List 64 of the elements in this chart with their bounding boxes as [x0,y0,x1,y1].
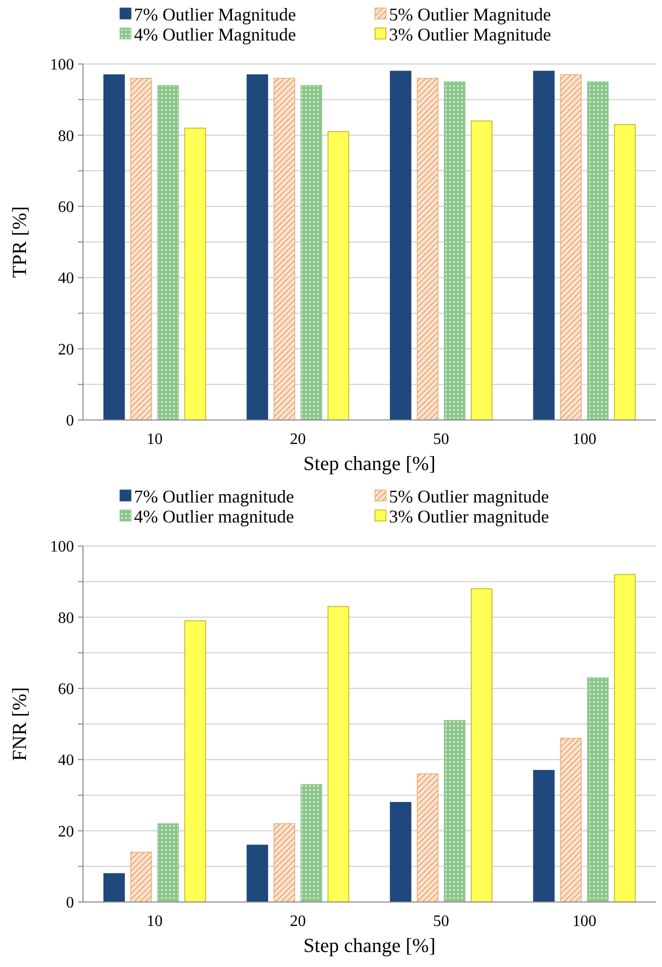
bar [130,852,152,902]
bar [274,823,296,902]
legend-label: 3% Outlier Magnitude [389,24,551,44]
bar [390,70,412,420]
legend-label: 4% Outlier Magnitude [134,24,296,44]
bar [328,606,350,902]
bar [103,873,125,902]
y-tick-label: 80 [58,128,74,145]
bar [416,78,438,420]
bar [533,70,555,420]
bar [614,124,636,420]
x-tick-label: 50 [433,913,450,930]
bar [390,802,412,902]
legend-label: 4% Outlier magnitude [134,506,294,526]
y-tick-label: 0 [66,894,74,912]
y-axis-title: FNR [%] [9,687,31,761]
legend-label: 5% Outlier Magnitude [389,4,551,24]
y-tick-label: 40 [58,752,74,770]
x-tick-label: 10 [146,431,163,448]
x-tick-label: 10 [146,913,163,930]
bar [416,773,438,902]
y-tick-label: 0 [66,412,74,430]
bar [533,770,555,902]
y-tick-label: 60 [58,199,74,216]
x-tick-label: 20 [290,431,306,448]
x-tick-label: 100 [572,431,596,448]
bar [130,78,152,420]
bar [470,588,492,902]
bar [184,128,206,420]
bar [103,74,125,420]
bar [157,823,179,902]
y-tick-label: 20 [58,823,74,840]
bar [184,620,206,902]
legend-label: 7% Outlier Magnitude [134,4,296,24]
y-tick-label: 100 [50,538,74,556]
legend-label: 3% Outlier magnitude [389,506,549,526]
bar [444,720,466,902]
y-tick-label: 40 [58,270,74,288]
bar [246,844,268,902]
bar [246,74,268,420]
bar [587,677,609,902]
bar [470,120,492,420]
x-tick-label: 100 [572,913,596,930]
x-tick-label: 20 [290,913,306,930]
bar [560,738,582,902]
legend-label: 5% Outlier magnitude [389,486,549,506]
y-tick-label: 100 [50,56,74,74]
bar [274,78,296,420]
bar [614,574,636,902]
y-axis-title: TPR [%] [9,206,31,278]
bar [157,85,179,420]
legend-label: 7% Outlier magnitude [134,486,294,506]
bar [300,784,322,902]
bar [444,81,466,420]
bar [300,85,322,420]
x-tick-label: 50 [433,431,450,448]
x-axis-title: Step change [%] [303,453,436,475]
bar [328,131,350,420]
x-axis-title: Step change [%] [303,935,436,957]
y-tick-label: 80 [58,610,74,627]
y-tick-label: 20 [58,341,74,358]
bar [560,74,582,420]
y-tick-label: 60 [58,681,74,698]
bar [587,81,609,420]
